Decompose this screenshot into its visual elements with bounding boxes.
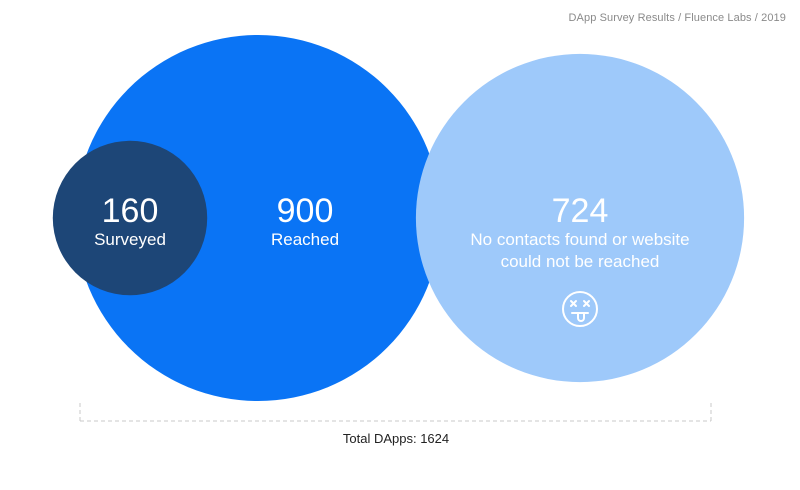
bubble-unreached-value: 724: [552, 192, 609, 230]
bubble-reached-value: 900: [277, 192, 334, 230]
bubble-unreached: [415, 53, 745, 383]
chart-source: DApp Survey Results / Fluence Labs / 201…: [568, 12, 786, 24]
dizzy-face-icon: [562, 291, 598, 327]
bubble-surveyed-label: Surveyed: [94, 230, 166, 249]
bubble-unreached-label: No contacts found or website: [470, 230, 689, 249]
bubble-unreached-label: could not be reached: [501, 252, 660, 271]
bubble-surveyed: [52, 140, 208, 296]
total-dapps-label: Total DApps: 1624: [342, 431, 450, 446]
bubble-reached: [75, 35, 441, 401]
bubble-surveyed-value: 160: [102, 192, 159, 230]
bubble-reached-label: Reached: [271, 230, 339, 249]
